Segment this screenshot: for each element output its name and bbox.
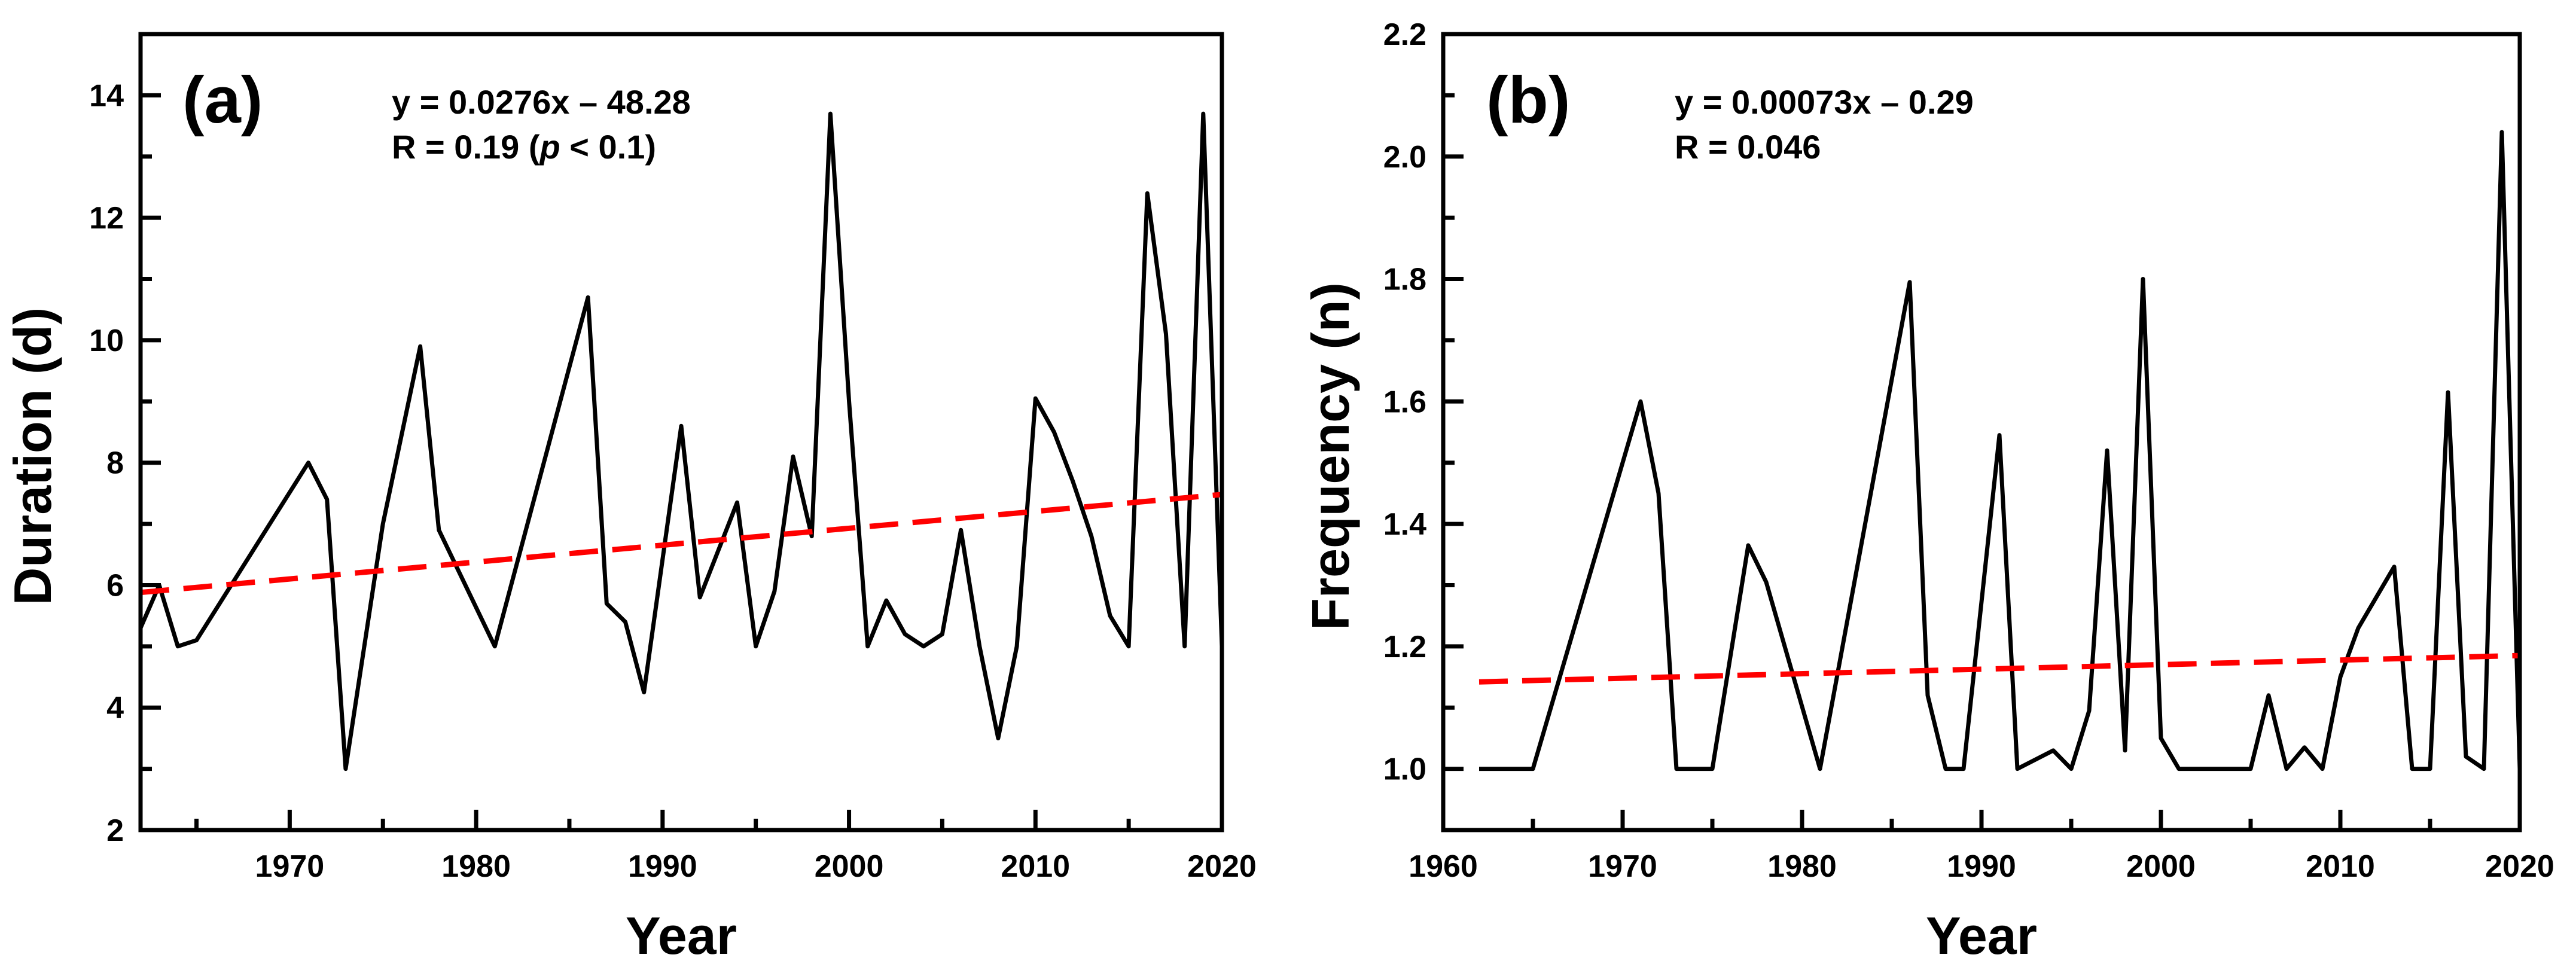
panel-b-r-value: R = 0.046 — [1675, 128, 1821, 166]
panel-b-y-tick-label: 1.0 — [1383, 752, 1426, 787]
panel-b-data-line — [1479, 130, 2520, 771]
panel-b-equation: y = 0.00073x – 0.29 — [1675, 83, 1974, 121]
panel-a-y-tick-label: 2 — [106, 813, 124, 848]
panel-a-x-axis-title: Year — [626, 906, 737, 965]
panel-b-x-tick-label: 1980 — [1767, 849, 1837, 884]
panel-a-data-line — [141, 111, 1222, 771]
panel-b-trend-line — [1478, 652, 2520, 685]
panel-a-y-tick-label: 14 — [89, 78, 124, 113]
panel-a-y-ticks: 2 4 6 8 10 12 14 — [89, 32, 161, 848]
panel-b: (b) y = 0.00073x – 0.29 R = 0.046 Year F… — [1301, 17, 2554, 965]
panel-a-x-tick-label: 1980 — [441, 849, 511, 884]
panel-b-frame — [1441, 32, 2522, 832]
panel-b-y-tick-label: 1.2 — [1383, 630, 1426, 664]
panel-a-y-tick-label: 6 — [106, 568, 124, 603]
panel-a-x-tick-label: 1970 — [255, 849, 325, 884]
panel-a: (a) y = 0.0276x – 48.28 R = 0.19 (p < 0.… — [3, 32, 1257, 965]
panel-a-y-tick-label: 10 — [89, 324, 124, 358]
panel-b-x-tick-label: 2010 — [2306, 849, 2375, 884]
panel-b-y-axis-title: Frequency (n) — [1301, 282, 1360, 630]
panel-a-r-value: R = 0.19 (p < 0.1) — [392, 128, 656, 166]
panel-b-y-tick-label: 2.0 — [1383, 140, 1426, 175]
panel-b-y-tick-label: 1.4 — [1383, 507, 1426, 542]
panel-a-equation: y = 0.0276x – 48.28 — [392, 83, 691, 121]
panel-b-x-tick-label: 1990 — [1947, 849, 2016, 884]
panel-b-y-tick-label: 2.2 — [1383, 17, 1426, 52]
panel-a-trend-line — [141, 492, 1222, 596]
panel-b-y-tick-label: 1.8 — [1383, 263, 1426, 297]
panel-b-x-ticks: 1960 1970 1980 1990 2000 2010 2020 — [1409, 810, 2554, 884]
panel-a-plot-area — [141, 111, 1222, 771]
panel-b-label: (b) — [1486, 63, 1570, 137]
panel-a-x-tick-label: 2020 — [1187, 849, 1257, 884]
panel-a-y-tick-label: 8 — [106, 446, 124, 481]
panel-a-frame — [138, 32, 1224, 832]
panel-a-r-text: R = 0.19 ( — [392, 128, 540, 166]
panel-a-x-tick-label: 2000 — [815, 849, 884, 884]
panel-a-label: (a) — [182, 63, 263, 137]
panel-a-x-ticks: 1970 1980 1990 2000 2010 2020 — [194, 810, 1257, 884]
panel-a-p-symbol: p — [538, 128, 560, 166]
panel-b-x-tick-label: 2000 — [2126, 849, 2196, 884]
panel-b-x-tick-label: 1960 — [1409, 849, 1478, 884]
panel-b-x-tick-label: 1970 — [1588, 849, 1657, 884]
panel-a-p-text: < 0.1) — [560, 128, 656, 166]
panel-a-y-tick-label: 12 — [89, 201, 124, 236]
panel-b-x-axis-title: Year — [1926, 906, 2037, 965]
panel-b-x-tick-label: 2020 — [2485, 849, 2554, 884]
panel-a-x-tick-label: 2010 — [1001, 849, 1070, 884]
panel-b-plot-area — [1478, 130, 2520, 771]
panel-b-y-ticks: 1.0 1.2 1.4 1.6 1.8 2.0 2.2 — [1383, 17, 1464, 832]
panel-a-y-tick-label: 4 — [106, 691, 124, 725]
panel-a-y-axis-title: Duration (d) — [3, 307, 62, 606]
panel-b-y-tick-label: 1.6 — [1383, 385, 1426, 419]
panel-a-x-tick-label: 1990 — [628, 849, 697, 884]
